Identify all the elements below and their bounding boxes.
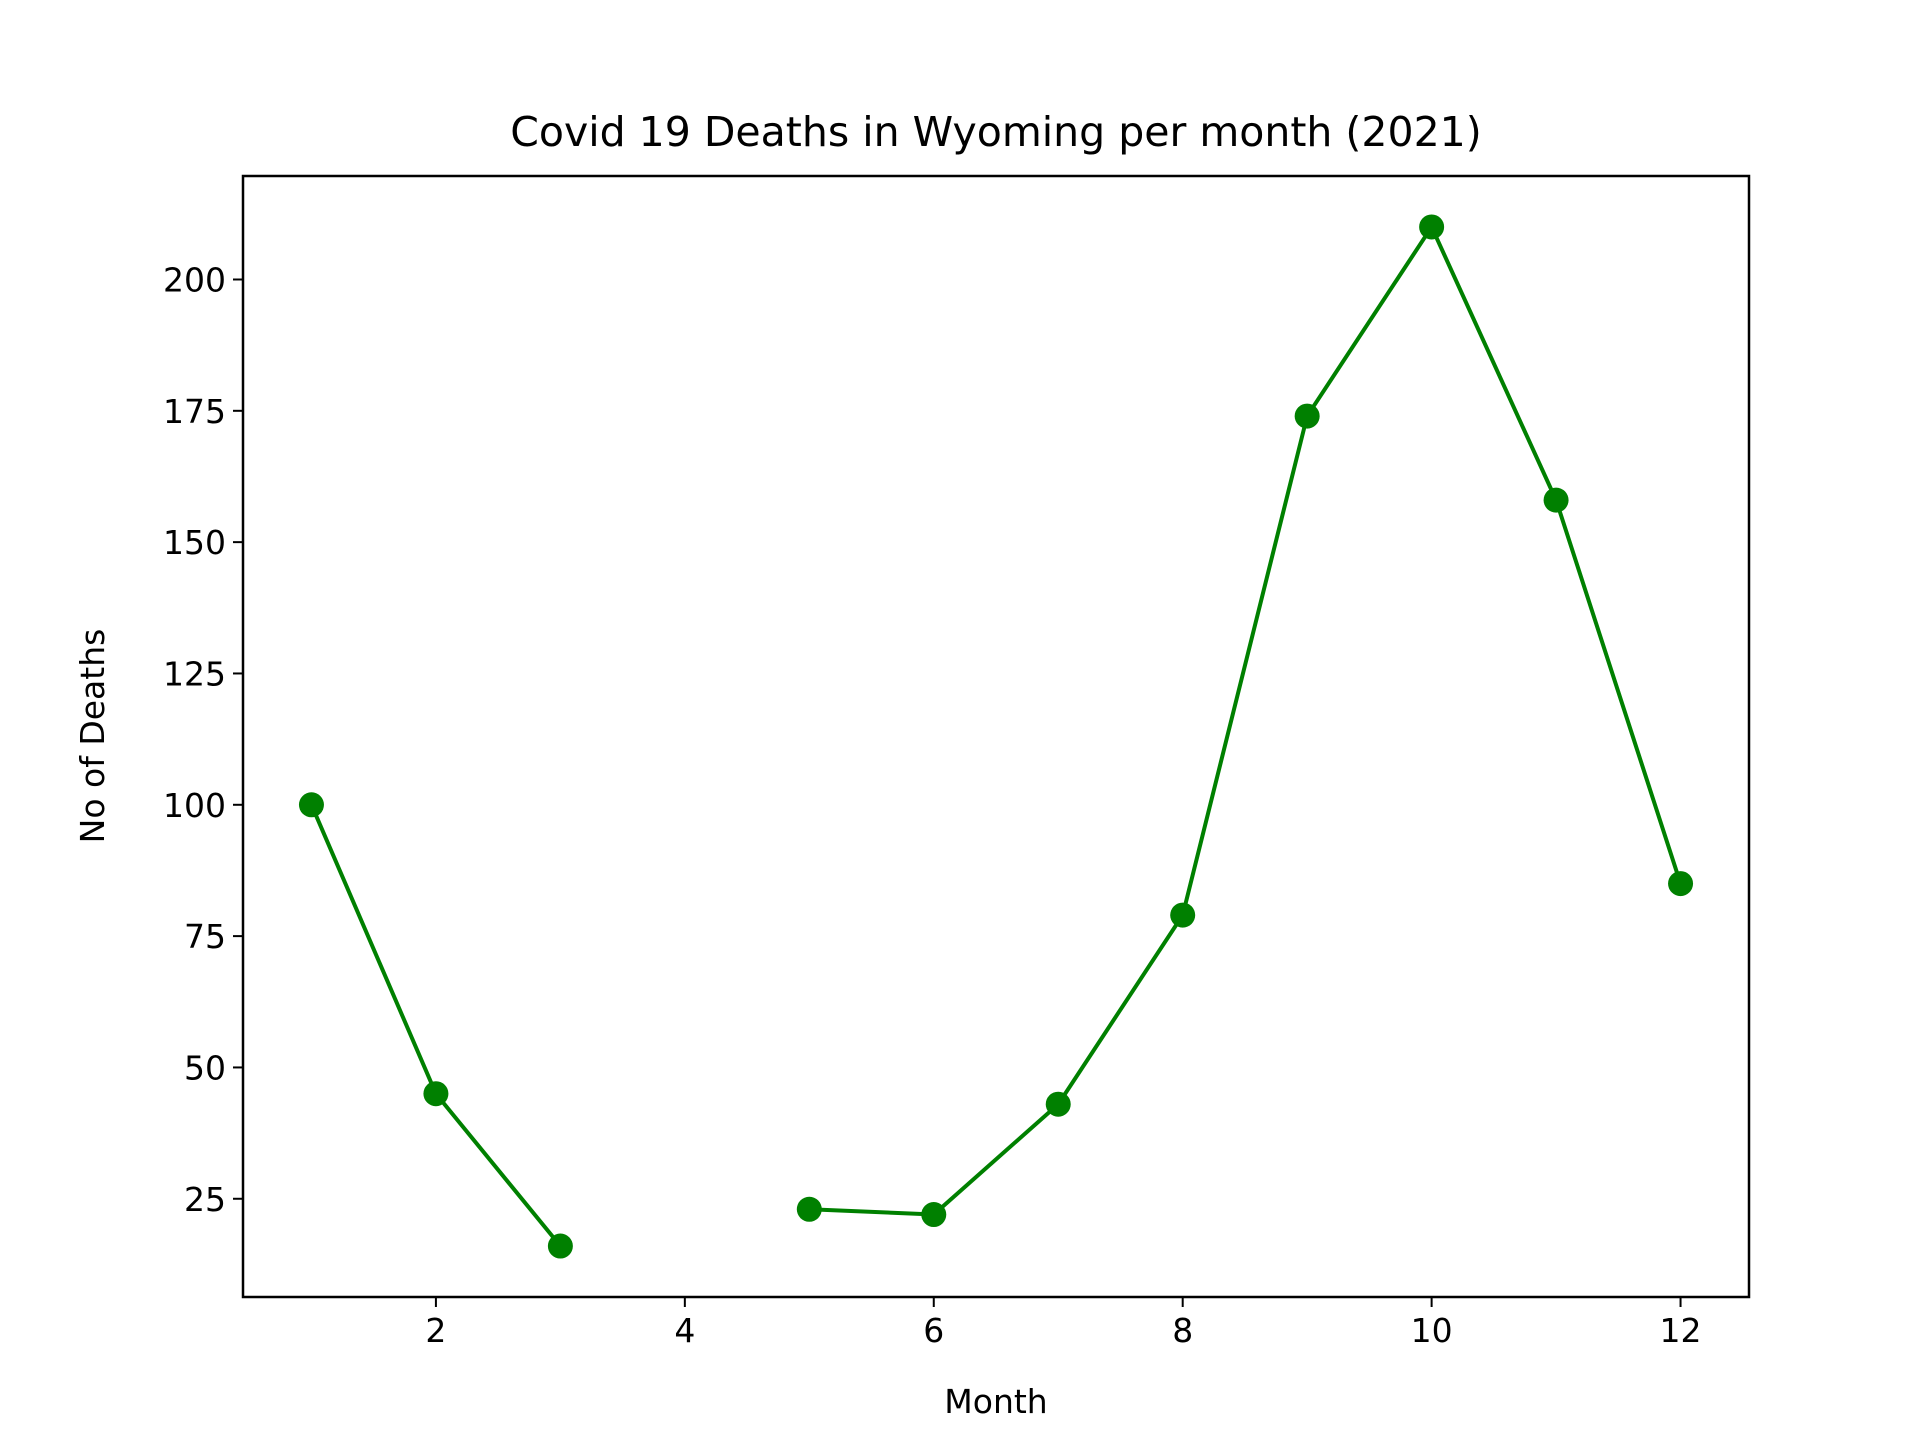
x-tick-label: 10 — [1411, 1311, 1453, 1350]
x-tick-label: 12 — [1660, 1311, 1702, 1350]
plot-frame — [241, 174, 1751, 1299]
ticks: 2 4 6 8 10 12 25 50 75 100 125 150 175 200 — [163, 260, 1702, 1350]
y-tick-label: 150 — [163, 523, 226, 562]
series-line — [809, 224, 1683, 1217]
x-tick-label: 2 — [425, 1311, 446, 1350]
data-point — [298, 792, 324, 818]
data-point — [1170, 902, 1196, 928]
y-tick-label: 75 — [184, 917, 226, 956]
data-point — [1045, 1091, 1071, 1117]
data-point — [423, 1081, 449, 1107]
y-tick-label: 100 — [163, 786, 226, 825]
y-tick-label: 125 — [163, 654, 226, 693]
data-point — [1419, 214, 1445, 240]
y-tick-label: 200 — [163, 260, 226, 299]
data-points — [298, 214, 1694, 1259]
y-axis-label: No of Deaths — [73, 629, 112, 844]
y-tick-label: 50 — [184, 1048, 226, 1087]
data-point — [1294, 403, 1320, 429]
data-point — [1543, 487, 1569, 513]
data-point — [796, 1196, 822, 1222]
x-tick-label: 4 — [674, 1311, 695, 1350]
x-tick-label: 6 — [923, 1311, 944, 1350]
x-axis-label: Month — [944, 1382, 1047, 1421]
y-tick-label: 25 — [184, 1180, 226, 1219]
chart-title: Covid 19 Deaths in Wyoming per month (20… — [510, 108, 1482, 156]
y-tick-label: 175 — [163, 392, 226, 431]
x-tick-label: 8 — [1172, 1311, 1193, 1350]
data-point — [547, 1233, 573, 1259]
data-point — [921, 1202, 947, 1228]
data-point — [1668, 871, 1694, 897]
